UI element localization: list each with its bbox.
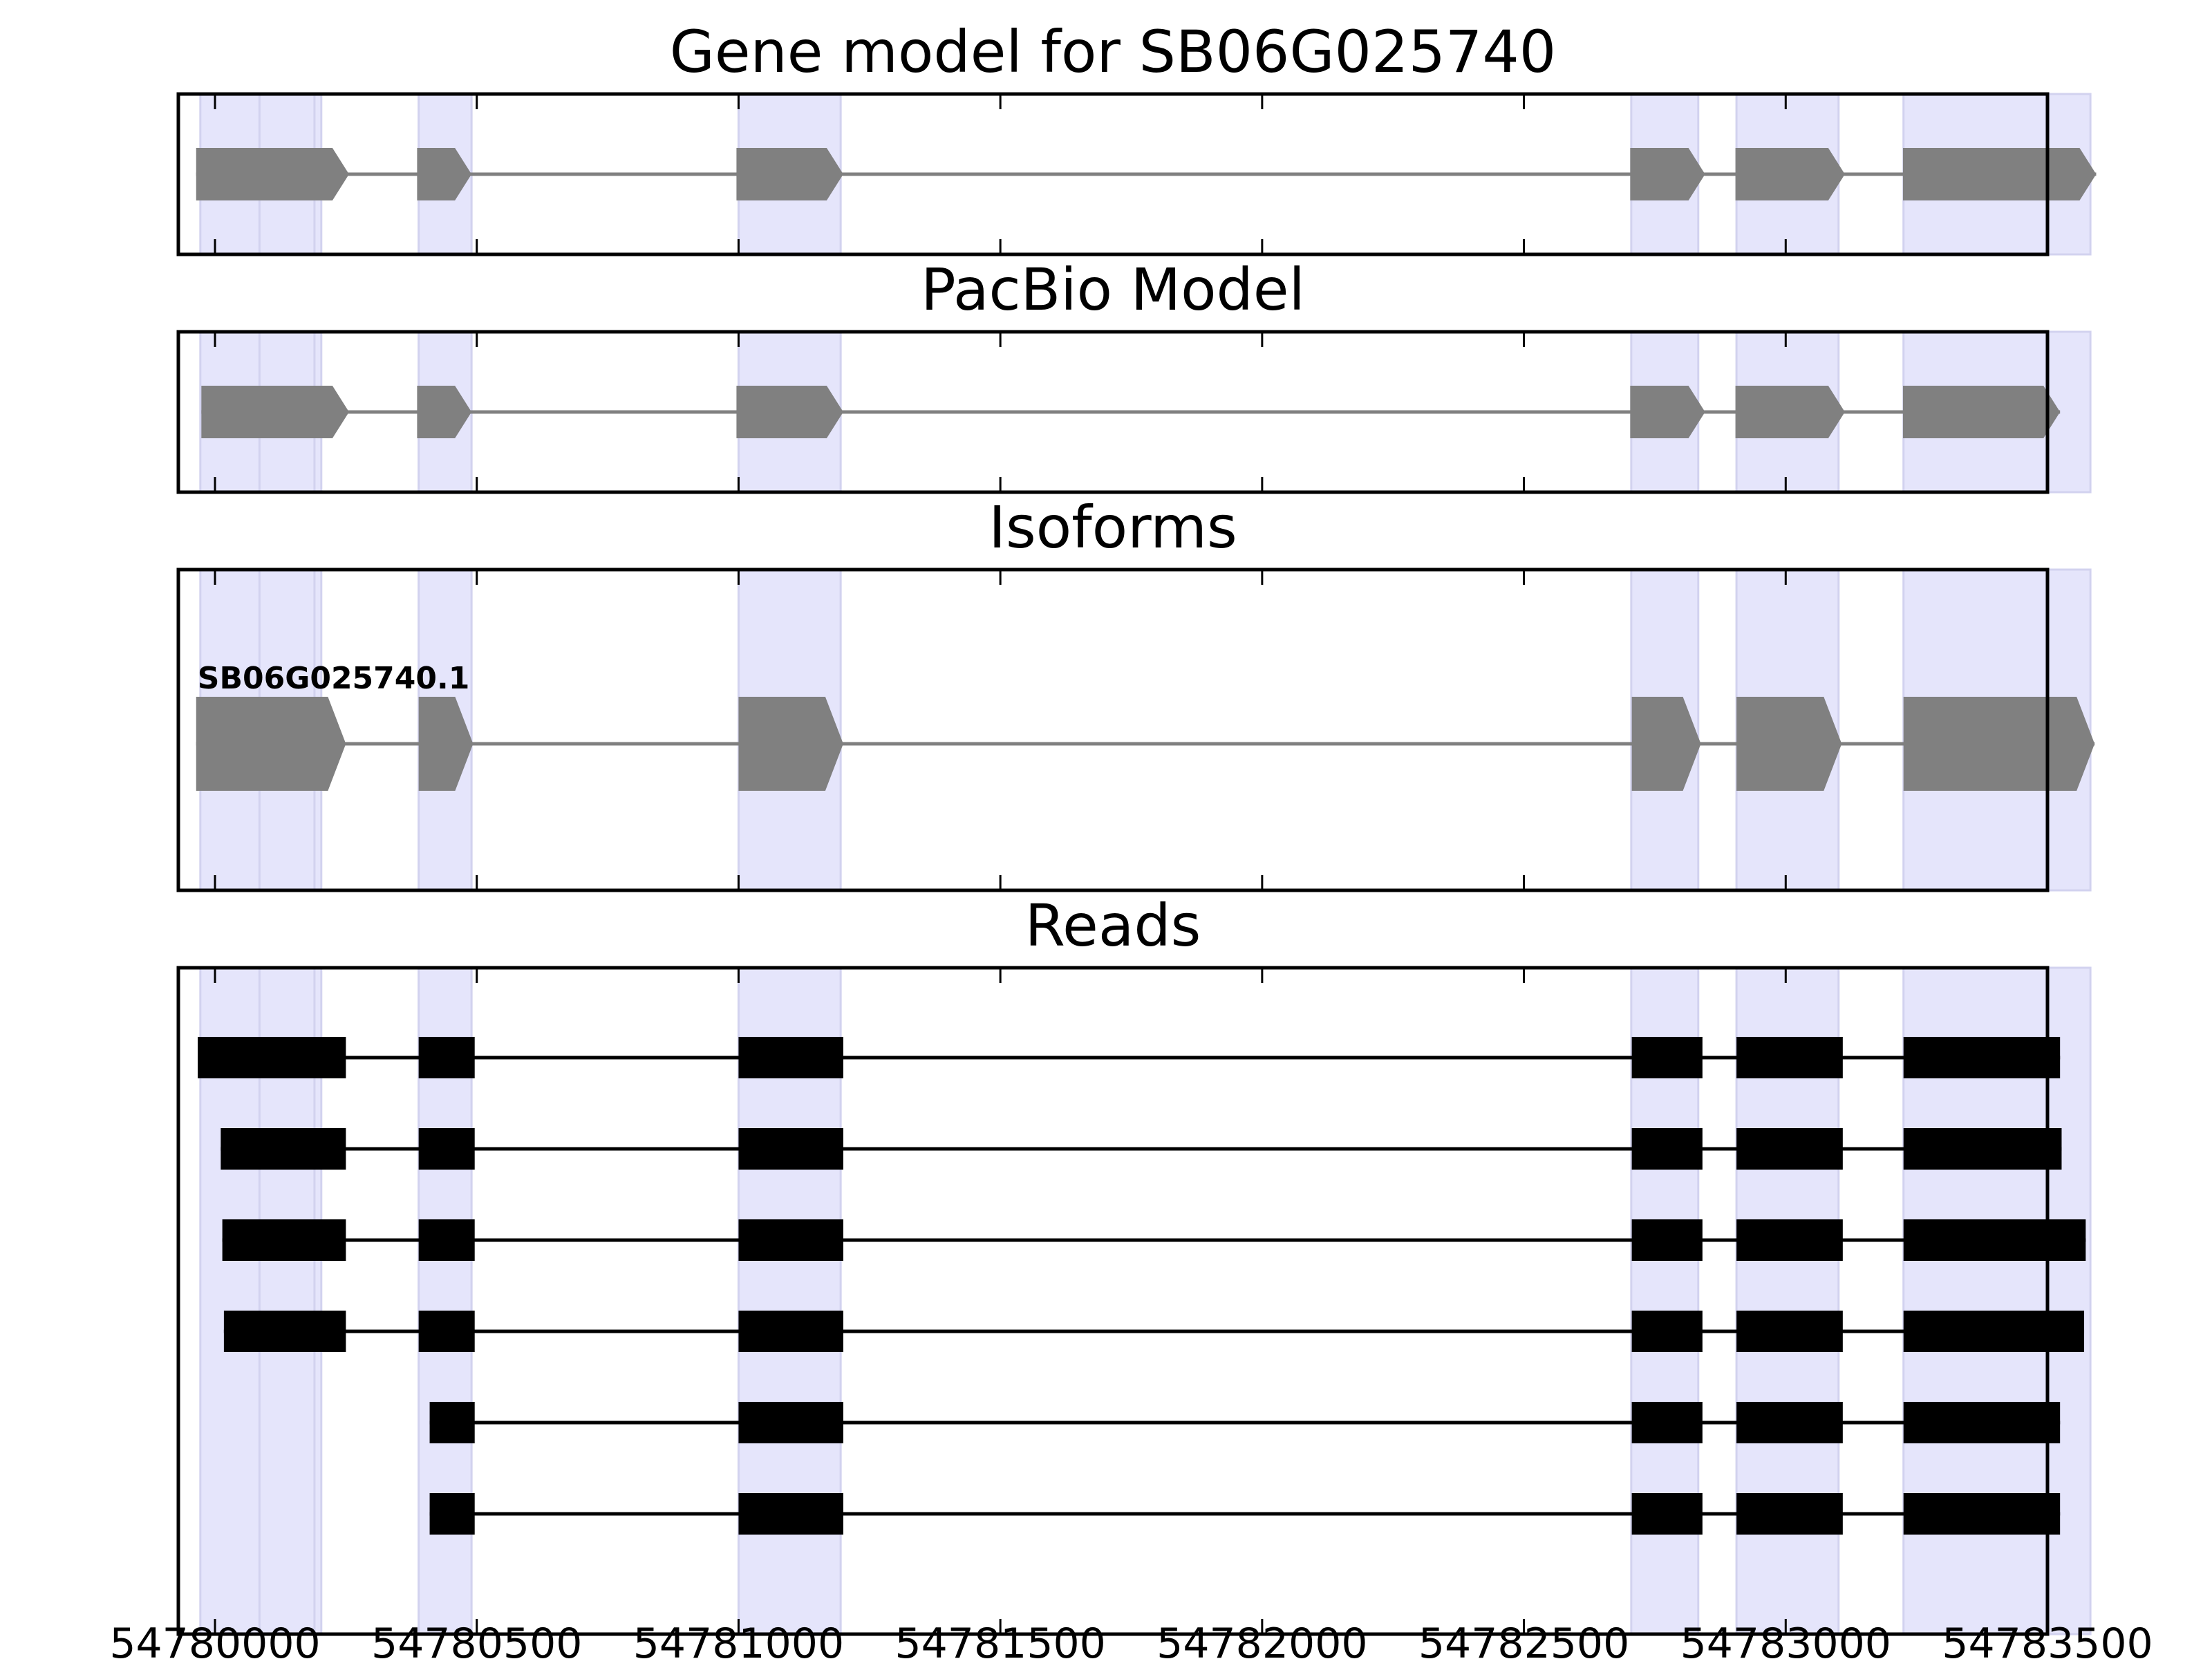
exon-arrow	[286, 386, 349, 438]
panel-frame	[176, 92, 2050, 256]
exon-arrow	[1630, 386, 1705, 438]
exon-block	[286, 1037, 346, 1078]
gene-track	[196, 148, 2097, 200]
panel-2: PacBio Model	[176, 256, 2092, 494]
panel-3: SB06G025740.1 Isoforms	[176, 494, 2095, 892]
exon-arrow	[1630, 148, 1705, 200]
exon-block	[418, 1219, 475, 1261]
exon-block	[418, 1037, 475, 1078]
x-tick-label: 54781500	[894, 1620, 1105, 1659]
read-track	[223, 1311, 2085, 1352]
exon-arrow	[736, 148, 843, 200]
exon-block	[1903, 1037, 2061, 1078]
exon-arrow	[1735, 148, 1845, 200]
exon-block	[429, 1402, 475, 1443]
exon-arrow	[736, 386, 843, 438]
exon-block	[1631, 1311, 1703, 1352]
exon-arrow	[738, 697, 843, 791]
panel-frame	[176, 568, 2050, 892]
x-axis: 54780000 54780500 54781000 54781500 54782000…	[109, 1620, 2153, 1659]
exon-arrow	[417, 386, 472, 438]
x-tick-label: 54781000	[633, 1620, 844, 1659]
panel-title: Isoforms	[988, 494, 1237, 561]
panel-frame	[176, 966, 2050, 1636]
exon-arrow	[1902, 148, 2097, 200]
exon-block	[418, 1128, 475, 1170]
panel-title: Reads	[1025, 892, 1201, 959]
exon-block	[1631, 1128, 1703, 1170]
exon-block	[1903, 1128, 2062, 1170]
x-tick-label: 54780500	[371, 1620, 582, 1659]
x-tick-label: 54780000	[109, 1620, 320, 1659]
read-track	[429, 1493, 2061, 1535]
exon-arrow	[1631, 697, 1701, 791]
panel-title: Gene model for SB06G025740	[670, 18, 1556, 86]
exon-block	[418, 1311, 475, 1352]
exon-arrow	[1736, 697, 1842, 791]
x-tick-label: 54782000	[1156, 1620, 1367, 1659]
exon-block	[1903, 1402, 2061, 1443]
exon-arrow	[286, 697, 346, 791]
exon-block	[1903, 1311, 2085, 1352]
exon-block	[1736, 1037, 1843, 1078]
highlight-region	[258, 966, 316, 1635]
read-track	[429, 1402, 2061, 1443]
exon-arrow	[417, 148, 472, 200]
exon-block	[738, 1037, 843, 1078]
x-tick-label: 54783000	[1680, 1620, 1891, 1659]
exon-block	[738, 1493, 843, 1535]
exon-block	[1631, 1037, 1703, 1078]
exon-block	[1736, 1402, 1843, 1443]
exon-arrow	[1735, 386, 1845, 438]
x-tick-label: 54783500	[1942, 1620, 2153, 1659]
exon-block	[1736, 1311, 1843, 1352]
exon-block	[738, 1402, 843, 1443]
read-track	[221, 1128, 2062, 1170]
panel-title: PacBio Model	[921, 256, 1305, 324]
exon-block	[1631, 1493, 1703, 1535]
exon-arrow	[1903, 697, 2095, 791]
exon-block	[286, 1219, 346, 1261]
panel-1: Gene model for SB06G025740	[176, 18, 2097, 256]
panel-frame	[176, 330, 2050, 494]
isoform-label: SB06G025740.1	[198, 661, 470, 696]
exon-arrow	[418, 697, 474, 791]
exon-block	[1631, 1219, 1703, 1261]
exon-block	[429, 1493, 475, 1535]
exon-arrow	[1902, 386, 2061, 438]
panel-4: Reads	[176, 892, 2092, 1636]
exon-block	[286, 1128, 346, 1170]
exon-arrow	[286, 148, 349, 200]
exon-block	[738, 1311, 843, 1352]
read-track	[198, 1037, 2061, 1078]
exon-block	[286, 1311, 346, 1352]
exon-block	[1736, 1128, 1843, 1170]
exon-block	[1736, 1219, 1843, 1261]
exon-block	[738, 1219, 843, 1261]
x-tick-label: 54782500	[1418, 1620, 1629, 1659]
exon-block	[738, 1128, 843, 1170]
gene-track	[201, 386, 2061, 438]
exon-block	[1903, 1493, 2061, 1535]
exon-block	[1736, 1493, 1843, 1535]
exon-block	[1903, 1219, 2086, 1261]
exon-block	[1631, 1402, 1703, 1443]
read-track	[222, 1219, 2086, 1261]
